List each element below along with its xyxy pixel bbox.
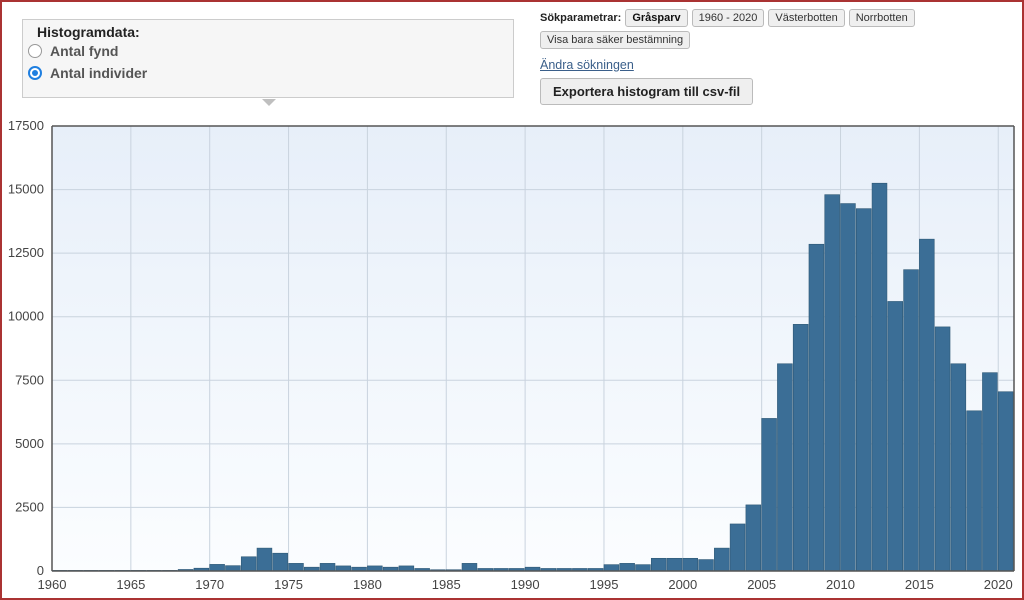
svg-text:12500: 12500 [8, 245, 44, 260]
svg-text:7500: 7500 [15, 372, 44, 387]
svg-text:2015: 2015 [905, 577, 934, 592]
svg-text:2000: 2000 [668, 577, 697, 592]
svg-text:2005: 2005 [747, 577, 776, 592]
svg-text:2010: 2010 [826, 577, 855, 592]
svg-text:1995: 1995 [590, 577, 619, 592]
svg-text:0: 0 [37, 563, 44, 578]
svg-text:1960: 1960 [38, 577, 67, 592]
svg-text:2500: 2500 [15, 499, 44, 514]
svg-text:1970: 1970 [195, 577, 224, 592]
svg-text:1985: 1985 [432, 577, 461, 592]
svg-text:10000: 10000 [8, 309, 44, 324]
svg-text:1975: 1975 [274, 577, 303, 592]
svg-text:17500: 17500 [8, 118, 44, 133]
svg-text:1990: 1990 [511, 577, 540, 592]
svg-text:1980: 1980 [353, 577, 382, 592]
svg-text:5000: 5000 [15, 436, 44, 451]
svg-text:1965: 1965 [116, 577, 145, 592]
svg-text:2020: 2020 [984, 577, 1013, 592]
svg-text:15000: 15000 [8, 182, 44, 197]
